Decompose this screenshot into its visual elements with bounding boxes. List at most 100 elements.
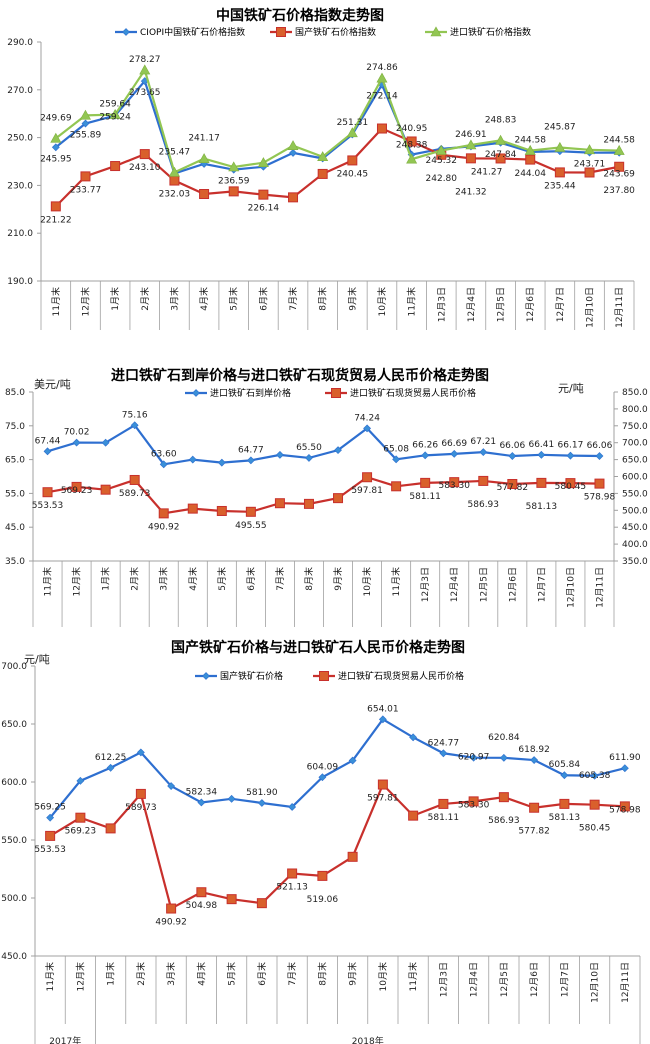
- data-point: [468, 796, 479, 807]
- data-label: 581.11: [409, 492, 441, 502]
- category-label: 6月末: [257, 287, 269, 311]
- data-label: 278.27: [129, 55, 161, 65]
- y-tick-label: 65.0: [5, 456, 25, 466]
- data-point: [507, 478, 518, 489]
- legend-marker: [192, 389, 200, 397]
- data-point: [287, 868, 298, 879]
- category-label: 12月7日: [559, 962, 570, 997]
- data-point: [409, 733, 418, 742]
- chart-domestic-vs-import: 国产铁矿石价格与进口铁矿石人民币价格走势图 元/吨 国产铁矿石价格 进口铁矿石现货…: [1, 639, 641, 1044]
- legend-marker: [430, 26, 442, 37]
- data-point: [76, 776, 85, 785]
- data-point: [406, 153, 418, 164]
- category-label: 12月11日: [620, 962, 631, 1003]
- category-label: 12月4日: [449, 567, 460, 602]
- data-label: 66.26: [412, 440, 438, 450]
- category-label: 12月末: [79, 287, 91, 316]
- data-point: [619, 801, 630, 812]
- data-label: 553.53: [32, 501, 64, 511]
- data-label: 75.16: [122, 410, 148, 420]
- data-point: [498, 792, 509, 803]
- data-label: 251.31: [337, 118, 369, 128]
- chart-iron-ore-index: 中国铁矿石价格指数走势图 CIOPI中国铁矿石价格指数 国产铁矿石价格指数 进口铁矿…: [7, 7, 635, 330]
- data-point: [590, 771, 599, 780]
- y2-tick-label: 450.0: [622, 523, 648, 533]
- category-label: 12月11日: [594, 567, 605, 608]
- legend-label: 国产铁矿石价格: [220, 670, 283, 682]
- data-label: 249.69: [40, 113, 72, 123]
- legend-marker: [319, 671, 329, 681]
- y-tick-label: 55.0: [5, 489, 25, 499]
- chart-title: 中国铁矿石价格指数走势图: [216, 7, 384, 24]
- category-label: 10月末: [361, 567, 373, 596]
- data-point: [158, 508, 169, 519]
- category-label: 12月6日: [507, 567, 518, 602]
- data-point: [376, 123, 387, 134]
- data-point: [216, 505, 227, 516]
- data-label: 580.45: [555, 482, 587, 492]
- data-label: 241.17: [188, 134, 220, 144]
- data-point: [333, 493, 344, 504]
- data-point: [257, 799, 266, 807]
- right-unit-label: 元/吨: [558, 382, 584, 395]
- data-point: [554, 141, 566, 152]
- y2-tick-label: 600.0: [622, 473, 648, 483]
- data-label: 620.84: [488, 733, 520, 743]
- data-point: [317, 870, 328, 881]
- category-label: 12月5日: [499, 962, 510, 997]
- category-label: 12月7日: [555, 287, 566, 322]
- data-point: [378, 715, 387, 724]
- category-label: 11月末: [50, 287, 62, 316]
- data-point: [566, 451, 575, 460]
- data-point: [318, 773, 327, 782]
- chart-import-price: 进口铁矿石到岸价格与进口铁矿石现货贸易人民币价格走势图 美元/吨 元/吨 进口铁…: [5, 367, 648, 627]
- chart-legend: 进口铁矿石到岸价格 进口铁矿石现货贸易人民币价格: [185, 387, 476, 399]
- data-point: [495, 153, 506, 164]
- data-point: [135, 788, 146, 799]
- category-label: 10月末: [377, 962, 389, 991]
- data-point: [105, 823, 116, 834]
- data-label: 66.69: [441, 439, 467, 449]
- category-label: 12月末: [71, 567, 83, 596]
- data-point: [449, 477, 460, 488]
- data-label: 243.10: [129, 163, 161, 173]
- data-label: 272.14: [366, 92, 398, 102]
- data-point: [196, 887, 207, 898]
- series-line: [55, 67, 620, 174]
- category-label: 5月末: [216, 567, 228, 591]
- data-label: 605.38: [579, 771, 611, 781]
- data-point: [529, 802, 540, 813]
- data-point: [274, 498, 285, 509]
- data-label: 70.02: [64, 428, 90, 438]
- data-point: [42, 487, 53, 498]
- data-point: [71, 481, 82, 492]
- category-label: 1月末: [109, 287, 121, 311]
- data-point: [110, 161, 121, 172]
- data-point: [392, 455, 401, 464]
- y2-tick-label: 800.0: [622, 405, 648, 415]
- data-point: [45, 830, 56, 841]
- data-point: [536, 477, 547, 488]
- y2-tick-label: 550.0: [622, 489, 648, 499]
- data-point: [348, 756, 357, 765]
- data-label: 624.77: [428, 738, 460, 748]
- data-label: 66.17: [558, 441, 584, 451]
- data-label: 237.80: [603, 186, 635, 196]
- legend-label: 国产铁矿石价格指数: [295, 26, 376, 38]
- legend-marker: [122, 28, 130, 36]
- chart-legend: CIOPI中国铁矿石价格指数 国产铁矿石价格指数 进口铁矿石价格指数: [115, 26, 531, 38]
- data-label: 74.24: [354, 413, 380, 423]
- data-point: [613, 144, 625, 155]
- data-point: [465, 153, 476, 164]
- y-tick-label: 250.0: [7, 134, 33, 144]
- y-tick-label: 230.0: [7, 181, 33, 191]
- y-tick-label: 210.0: [7, 229, 33, 239]
- data-point: [305, 453, 313, 462]
- y2-tick-label: 350.0: [622, 557, 648, 567]
- data-label: 586.93: [488, 816, 520, 826]
- y-tick-label: 700.0: [1, 662, 27, 672]
- year-label: 2018年: [352, 1035, 384, 1044]
- category-label: 12月5日: [496, 287, 507, 322]
- category-label: 11月末: [406, 287, 418, 316]
- data-point: [594, 478, 605, 489]
